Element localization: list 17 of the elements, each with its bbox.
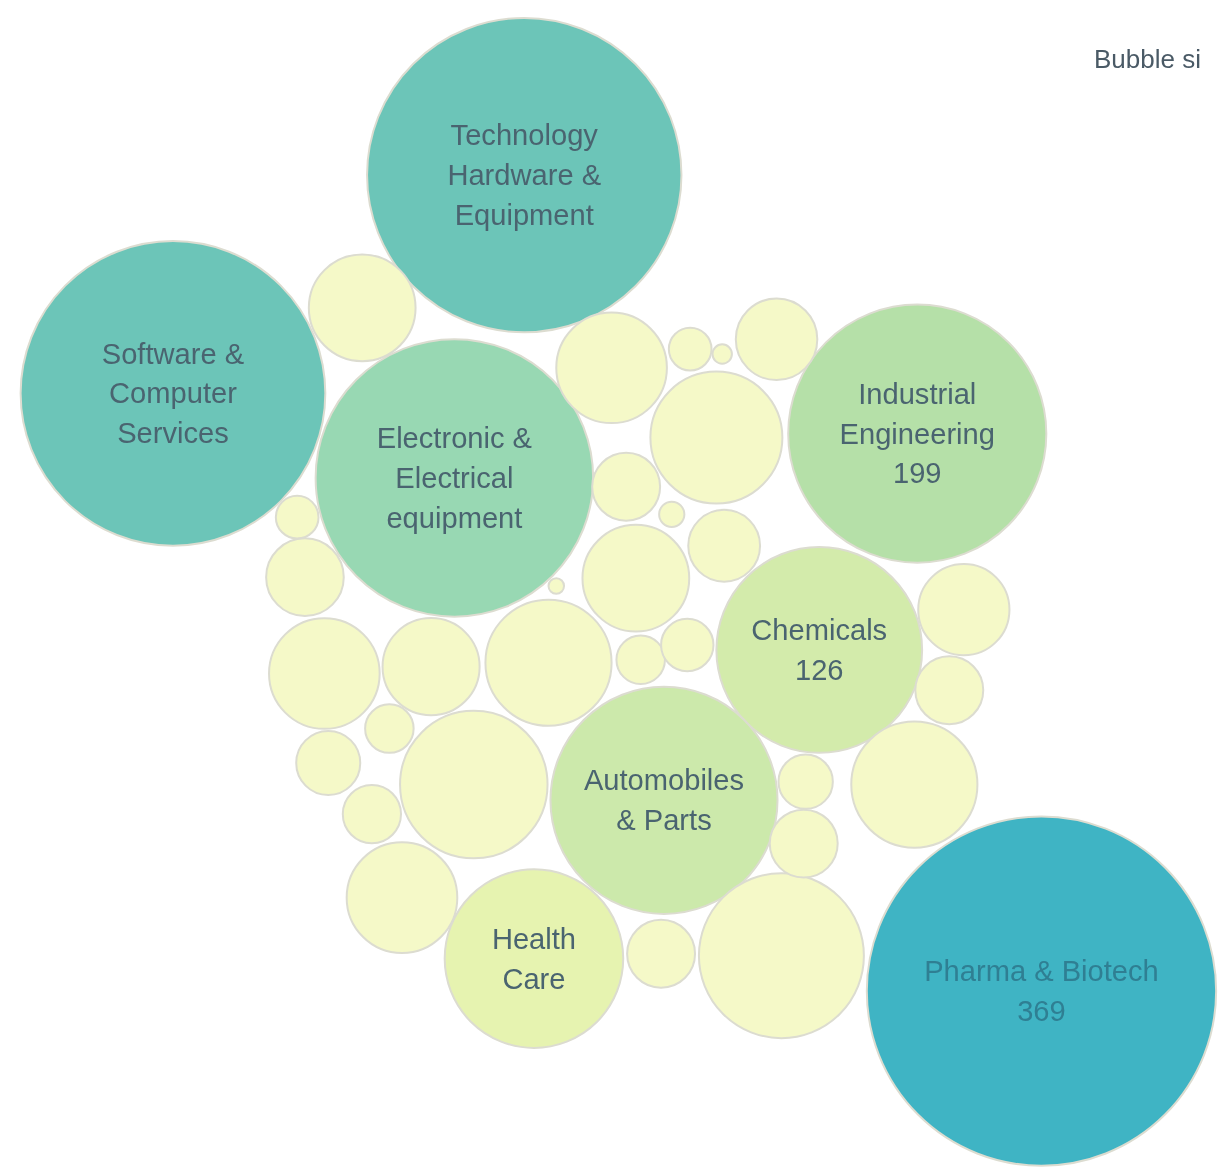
circle: Electronic & Electrical equipment: [314, 338, 595, 618]
category-label: Automobiles & Parts: [583, 764, 745, 837]
category-label: Chemicals: [751, 614, 888, 647]
category-label: Software & Computer Services: [101, 337, 245, 450]
category-label: Health Care: [491, 922, 577, 995]
category-label: Technology Hardware & Equipment: [447, 119, 602, 231]
text: Bubble si: [1094, 44, 1201, 75]
data-label: 199: [892, 457, 942, 490]
circle: Chemicals 126: [715, 546, 924, 754]
circle: Health Care: [443, 868, 625, 1049]
category-label: Electronic & Electrical equipment: [376, 422, 533, 534]
circle: Technology Hardware & Equipment: [366, 16, 683, 334]
data-label: 126: [794, 653, 844, 686]
circle: Software & Computer Services: [19, 240, 327, 547]
circle: Automobiles & Parts: [549, 685, 779, 915]
circle: Industrial Engineering 199: [787, 303, 1048, 564]
category-label: Industrial Engineering: [839, 377, 995, 450]
